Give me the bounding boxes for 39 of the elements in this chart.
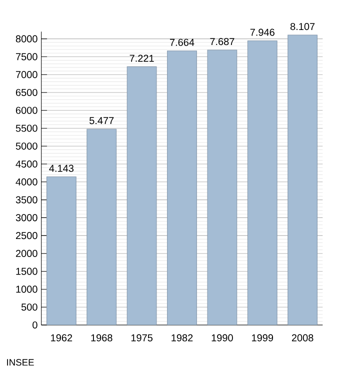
bar [207, 50, 238, 325]
y-tick-label: 4500 [16, 160, 38, 168]
y-tick-label: 2000 [16, 250, 38, 257]
y-tick-label: 6000 [16, 106, 38, 114]
y-tick-label: 4000 [16, 178, 38, 186]
y-tick-label: 0 [32, 321, 38, 329]
data-label: 5.477 [90, 117, 114, 124]
data-label: 7.221 [130, 54, 154, 62]
y-tick-label: 500 [21, 304, 38, 311]
x-tick-label: 1962 [51, 334, 72, 342]
y-tick-label: 6500 [16, 88, 38, 96]
data-label: 7.687 [210, 38, 234, 46]
x-tick-label: 2008 [292, 334, 314, 342]
x-tick-label: 1990 [212, 334, 233, 342]
y-tick-label: 2500 [16, 232, 38, 240]
data-label: 7.946 [250, 28, 274, 36]
y-tick-label: 5000 [16, 142, 38, 150]
y-tick-label: 3000 [16, 214, 38, 222]
x-tick-label: 1975 [131, 334, 153, 342]
bar [288, 34, 318, 325]
data-label: 7.664 [170, 38, 194, 46]
y-tick-label: 3500 [16, 196, 38, 204]
y-tick-label: 1500 [16, 268, 38, 275]
y-tick-label: 7500 [16, 53, 38, 60]
x-tick-label: 1999 [252, 334, 274, 342]
y-tick-label: 8000 [16, 35, 38, 42]
bar [167, 50, 197, 325]
bar [247, 40, 278, 325]
y-tick-label: 1000 [16, 286, 38, 293]
x-tick-label: 1968 [91, 334, 112, 342]
x-tick-label: 1982 [172, 334, 193, 342]
bar [86, 128, 117, 325]
y-tick-label: 5500 [16, 124, 38, 132]
bar [46, 176, 76, 325]
text: INSEE [7, 359, 34, 366]
data-label: 8.107 [290, 22, 315, 30]
bar [126, 66, 157, 325]
data-label: 4.143 [49, 164, 74, 172]
y-tick-label: 7000 [16, 71, 38, 78]
